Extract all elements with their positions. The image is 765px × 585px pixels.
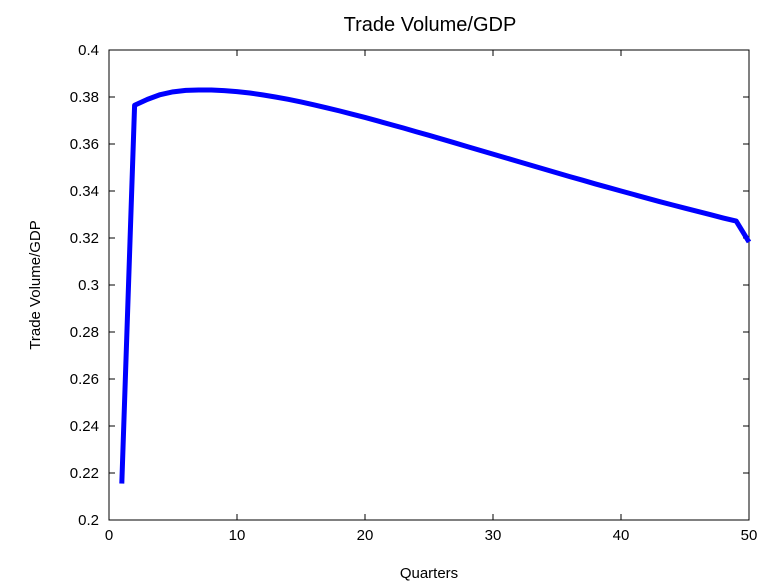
x-tick-label: 0 [105, 527, 113, 544]
x-tick-label: 10 [229, 527, 246, 544]
y-tick-label: 0.3 [78, 277, 99, 294]
y-tick-label: 0.2 [78, 512, 99, 529]
y-tick-label: 0.22 [70, 465, 99, 482]
y-tick-label: 0.4 [78, 42, 99, 59]
y-tick-label: 0.32 [70, 230, 99, 247]
x-axis-label: Quarters [400, 565, 458, 582]
x-tick-label: 20 [357, 527, 374, 544]
y-tick-label: 0.24 [70, 418, 99, 435]
y-tick-label: 0.26 [70, 371, 99, 388]
y-tick-label: 0.34 [70, 183, 99, 200]
series-line [119, 87, 752, 484]
chart-title: Trade Volume/GDP [344, 14, 517, 36]
y-tick-label: 0.36 [70, 136, 99, 153]
y-tick-label: 0.28 [70, 324, 99, 341]
x-tick-label: 50 [741, 527, 758, 544]
x-tick-label: 30 [485, 527, 502, 544]
axis-ticks: 0 10 20 30 40 50 0.2 0.22 0.24 0.26 0.28 0.3 0.32 0.3… [70, 42, 758, 544]
y-axis-label: Trade Volume/GDP [27, 220, 44, 350]
plot-area [108, 49, 750, 521]
y-tick-label: 0.38 [70, 89, 99, 106]
x-tick-label: 40 [613, 527, 630, 544]
series-layer [119, 87, 752, 484]
